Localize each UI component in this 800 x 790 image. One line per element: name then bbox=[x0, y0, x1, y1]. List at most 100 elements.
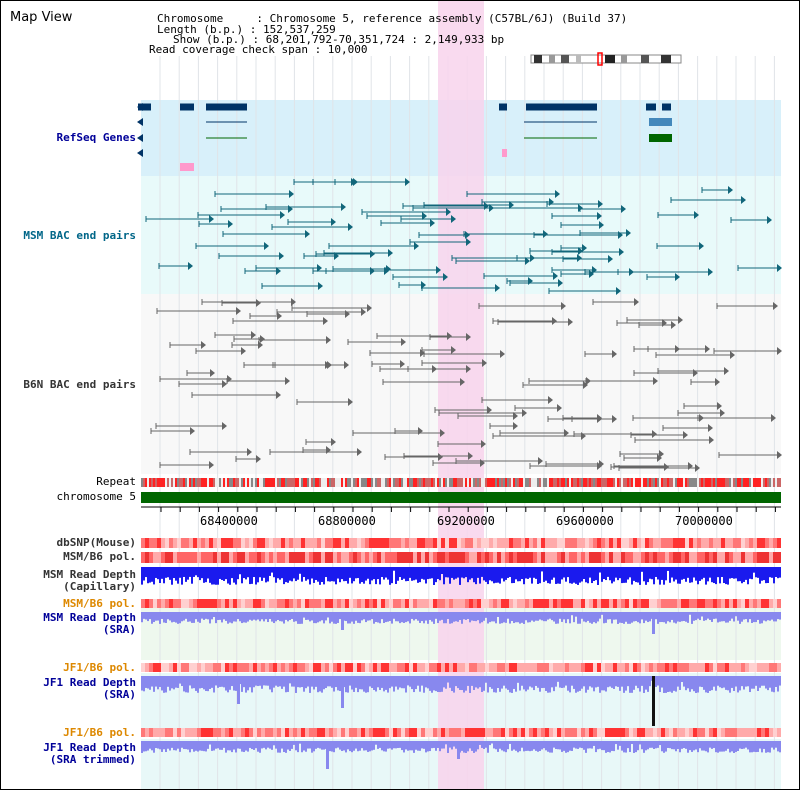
read-depth-bar bbox=[697, 612, 699, 619]
msm-bac-pair bbox=[728, 186, 733, 194]
read-depth-bar bbox=[439, 612, 441, 621]
read-depth-bar bbox=[543, 676, 545, 688]
repeat-segment bbox=[471, 478, 473, 487]
read-depth-bar bbox=[217, 741, 219, 749]
polymorphism-cell bbox=[245, 663, 249, 672]
read-depth-bar bbox=[145, 741, 147, 752]
read-depth-bar bbox=[441, 676, 443, 692]
repeat-segment bbox=[511, 478, 513, 487]
read-depth-bar bbox=[681, 612, 683, 622]
read-depth-bar bbox=[365, 612, 367, 623]
read-depth-bar bbox=[271, 612, 273, 622]
read-depth-bar bbox=[485, 741, 487, 748]
polymorphism-cell bbox=[265, 728, 269, 737]
read-depth-bar bbox=[669, 612, 671, 623]
read-depth-bar bbox=[639, 676, 641, 692]
polymorphism-cell bbox=[533, 552, 537, 563]
read-depth-bar bbox=[229, 612, 231, 623]
polymorphism-cell bbox=[437, 538, 441, 548]
polymorphism-cell bbox=[313, 728, 317, 737]
repeat-segment bbox=[271, 478, 273, 487]
read-depth-bar bbox=[507, 741, 509, 750]
read-depth-bar bbox=[227, 612, 229, 624]
polymorphism-cell bbox=[169, 663, 173, 672]
read-depth-bar bbox=[209, 676, 211, 689]
repeat-segment bbox=[385, 478, 387, 487]
polymorphism-cell bbox=[701, 552, 705, 563]
b6n-bac-pair bbox=[548, 396, 553, 404]
read-depth-bar bbox=[779, 567, 781, 578]
polymorphism-cell bbox=[549, 552, 553, 563]
read-depth-bar bbox=[491, 741, 493, 744]
read-depth-bar bbox=[741, 741, 743, 750]
read-depth-bar bbox=[255, 741, 257, 749]
repeat-segment bbox=[503, 478, 505, 487]
repeat-segment bbox=[759, 478, 761, 487]
read-depth-bar bbox=[147, 741, 149, 751]
read-depth-bar bbox=[201, 676, 203, 688]
polymorphism-cell bbox=[277, 728, 281, 737]
read-depth-bar bbox=[265, 741, 267, 750]
read-depth-bar bbox=[631, 676, 633, 693]
repeat-segment bbox=[355, 478, 357, 487]
b6n-bac-pair bbox=[568, 318, 573, 326]
repeat-segment bbox=[559, 478, 561, 487]
repeat-segment bbox=[263, 478, 265, 487]
polymorphism-cell bbox=[637, 599, 641, 608]
repeat-segment bbox=[551, 478, 553, 487]
polymorphism-cell bbox=[389, 538, 393, 548]
read-depth-bar bbox=[481, 676, 483, 692]
polymorphism-cell bbox=[553, 552, 557, 563]
read-depth-bar bbox=[771, 612, 773, 620]
polymorphism-cell bbox=[449, 728, 453, 737]
read-depth-bar bbox=[409, 612, 411, 624]
polymorphism-cell bbox=[309, 552, 313, 563]
polymorphism-cell bbox=[645, 663, 649, 672]
polymorphism-cell bbox=[201, 552, 205, 563]
repeat-segment bbox=[701, 478, 703, 487]
b6n-bac-pair bbox=[331, 438, 336, 446]
read-depth-bar bbox=[447, 676, 449, 683]
polymorphism-cell bbox=[241, 552, 245, 563]
repeat-segment bbox=[603, 478, 605, 487]
read-depth-bar bbox=[537, 676, 539, 688]
read-depth-bar bbox=[357, 612, 359, 623]
read-depth-bar bbox=[253, 676, 255, 688]
polymorphism-cell bbox=[357, 552, 361, 563]
polymorphism-cell bbox=[577, 663, 581, 672]
read-depth-bar bbox=[691, 676, 693, 690]
read-depth-bar bbox=[545, 676, 547, 691]
read-depth-bar bbox=[591, 612, 593, 624]
repeat-segment bbox=[609, 478, 611, 487]
ideogram-current-position bbox=[597, 52, 603, 66]
polymorphism-cell bbox=[749, 599, 753, 608]
read-depth-bar bbox=[749, 676, 751, 693]
read-depth-bar bbox=[205, 676, 207, 692]
msm-bac-pair bbox=[370, 250, 375, 258]
polymorphism-cell bbox=[461, 663, 465, 672]
read-depth-bar bbox=[685, 567, 687, 582]
polymorphism-cell bbox=[361, 599, 365, 608]
read-depth-bar bbox=[755, 676, 757, 686]
repeat-segment bbox=[217, 478, 219, 487]
read-depth-bar bbox=[227, 676, 229, 693]
polymorphism-cell bbox=[245, 538, 249, 548]
read-depth-bar bbox=[389, 567, 391, 585]
read-depth-bar bbox=[657, 741, 659, 748]
read-depth-bar bbox=[499, 567, 501, 584]
repeat-segment bbox=[273, 478, 275, 487]
gene-exon bbox=[499, 103, 507, 111]
read-depth-bar bbox=[695, 612, 697, 621]
b6n-bac-pair bbox=[209, 461, 214, 469]
read-depth-bar bbox=[281, 612, 283, 622]
read-depth-bar bbox=[327, 676, 329, 687]
polymorphism-cell bbox=[657, 538, 661, 548]
polymorphism-cell bbox=[397, 538, 401, 548]
read-depth-bar bbox=[665, 676, 667, 693]
read-depth-bar bbox=[721, 612, 723, 622]
read-depth-bar bbox=[661, 567, 663, 580]
read-depth-bar bbox=[531, 567, 533, 584]
msm-bac-pair bbox=[553, 272, 558, 280]
read-depth-bar bbox=[425, 612, 427, 621]
